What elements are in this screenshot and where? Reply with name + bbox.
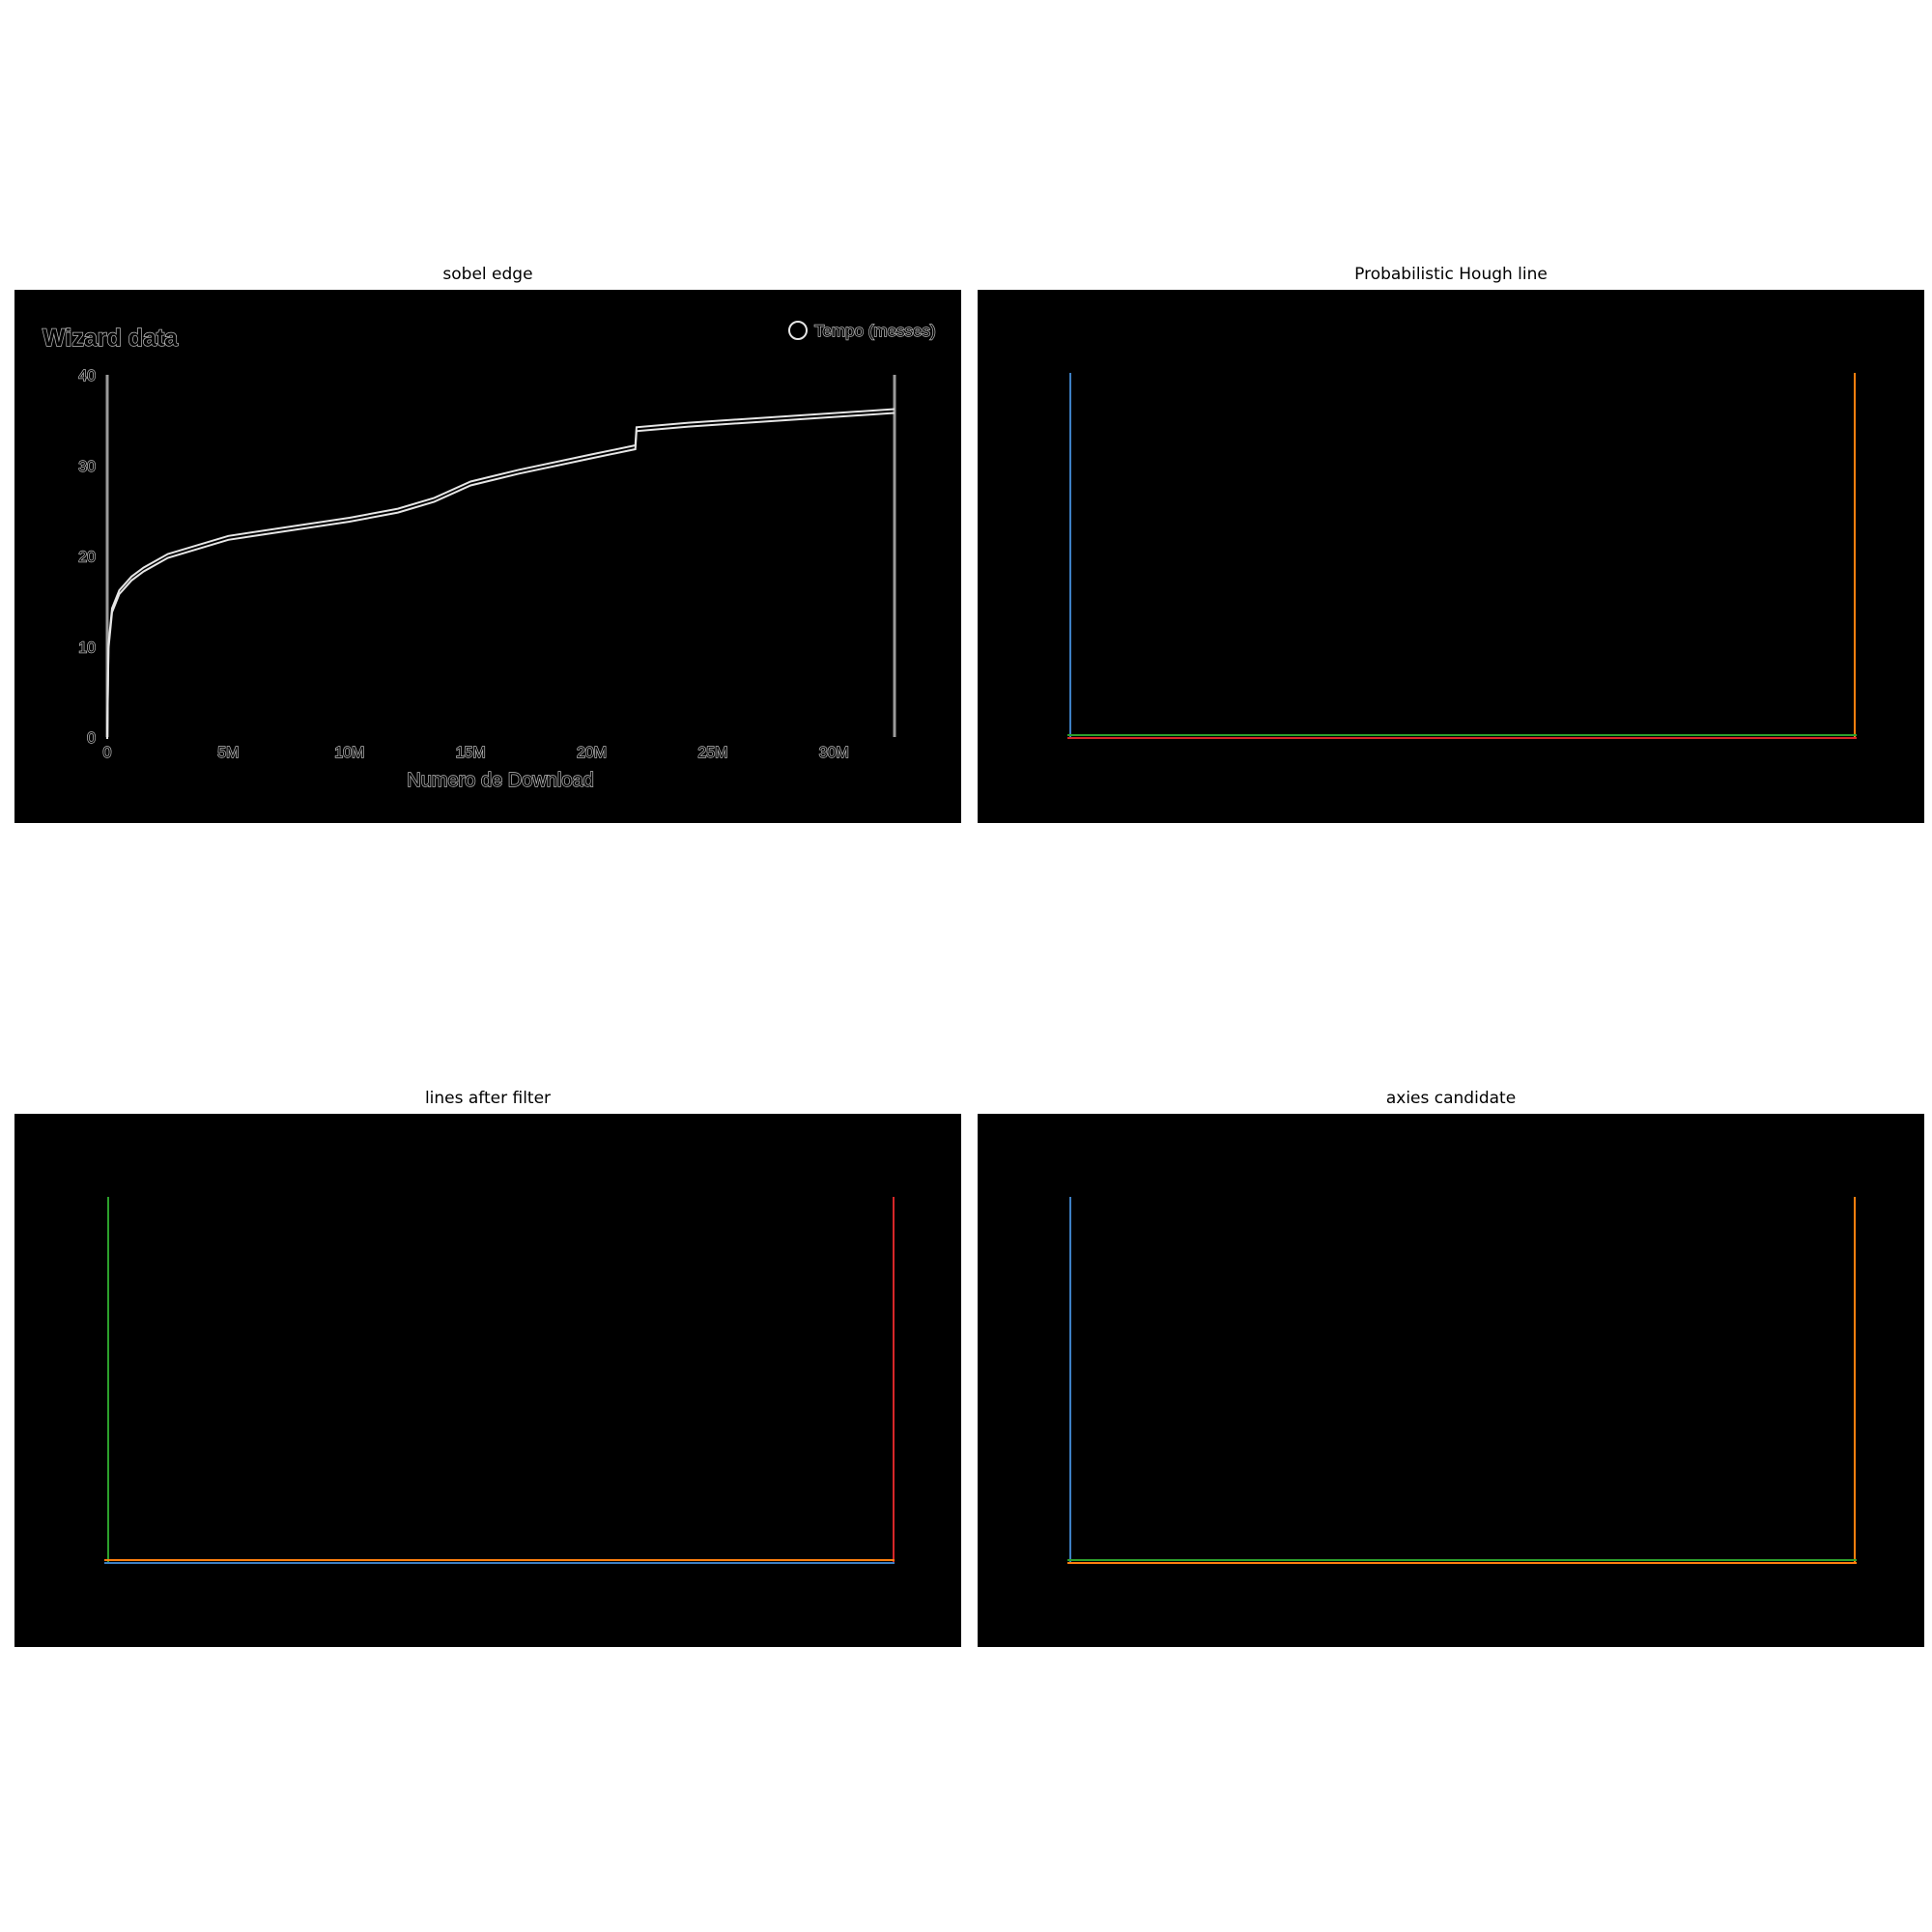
chart-title: Wizard data	[43, 325, 179, 352]
y-tick-label: 0	[87, 730, 96, 747]
x-tick-label: 10M	[334, 745, 364, 761]
y-tick-label: 10	[78, 639, 96, 656]
panel-title-sobel-edge: sobel edge	[442, 265, 533, 284]
x-tick-label: 15M	[456, 745, 486, 761]
filtered-lines-canvas	[104, 1197, 895, 1564]
panel-lines-after-filter	[14, 1114, 961, 1647]
y-tick-label: 40	[78, 368, 96, 384]
x-tick-label: 20M	[577, 745, 607, 761]
y-tick-label: 30	[78, 459, 96, 475]
panel-title-lines-after-filter: lines after filter	[424, 1089, 552, 1108]
legend-label: Tempo (messes)	[814, 322, 936, 340]
x-axis-label: Numero de Download	[407, 770, 593, 791]
panel-sobel-edge: Wizard data Tempo (messes) Numero de Dow…	[14, 290, 961, 823]
panel-hough-line	[978, 290, 1924, 823]
x-tick-label: 25M	[697, 745, 727, 761]
x-tick-label: 0	[103, 745, 112, 761]
y-tick-label: 20	[78, 550, 96, 566]
series-edge-line	[106, 408, 895, 736]
legend-marker-icon	[788, 321, 808, 340]
panel-title-hough-line: Probabilistic Hough line	[1354, 265, 1548, 284]
axes-candidate-canvas	[1067, 1197, 1857, 1564]
series-edge-line	[106, 412, 895, 740]
sobel-edge-chart: Wizard data Tempo (messes) Numero de Dow…	[42, 321, 936, 792]
hough-lines-canvas	[1067, 373, 1857, 739]
x-tick-label: 30M	[819, 745, 849, 761]
panel-title-axies-candidate: axies candidate	[1385, 1089, 1517, 1108]
panel-axies-candidate	[978, 1114, 1924, 1647]
x-tick-label: 5M	[217, 745, 239, 761]
